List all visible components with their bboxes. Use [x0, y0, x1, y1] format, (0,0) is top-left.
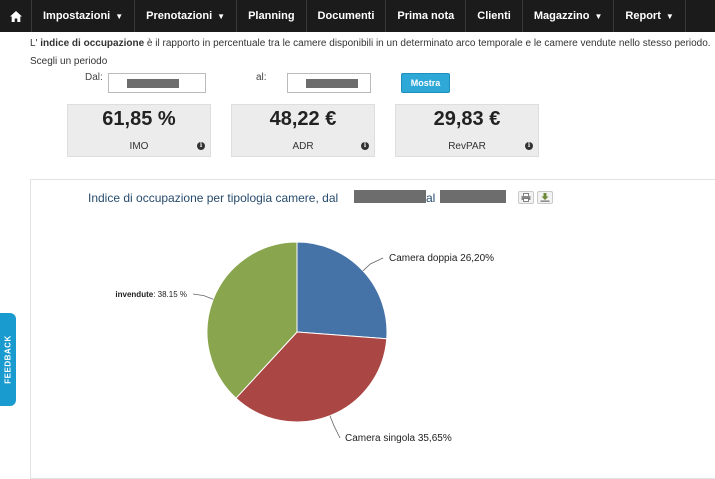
nav-item-label: Report: [625, 10, 661, 22]
print-chart-button[interactable]: [518, 191, 534, 204]
info-icon[interactable]: i: [525, 142, 533, 150]
to-label: al:: [256, 72, 267, 83]
kpi-imo: 61,85 % IMO i: [67, 104, 211, 157]
redacted-date: [127, 79, 179, 88]
print-icon: [521, 193, 531, 202]
kpi-label: RevPAR: [448, 141, 486, 152]
from-date-input[interactable]: [108, 73, 206, 93]
top-navbar: Impostazioni ▼ Prenotazioni ▼ Planning Docume…: [0, 0, 715, 32]
kpi-value: 48,22 €: [269, 108, 337, 130]
kpi-label: IMO: [129, 141, 149, 152]
info-icon[interactable]: i: [197, 142, 205, 150]
period-prompt: Scegli un periodo: [30, 56, 108, 67]
nav-item-planning[interactable]: Planning: [237, 0, 307, 32]
kpi-value: 29,83 €: [433, 108, 501, 130]
chart-panel: [30, 179, 715, 479]
feedback-tab[interactable]: FEEDBACK: [0, 313, 16, 406]
nav-item-label: Prenotazioni: [146, 10, 213, 22]
nav-item-label: Planning: [248, 10, 295, 22]
nav-item-report[interactable]: Report ▼: [614, 0, 686, 32]
nav-item-label: Impostazioni: [43, 10, 111, 22]
home-icon: [9, 10, 22, 22]
caret-down-icon: ▼: [217, 11, 226, 21]
intro-text: L' indice di occupazione è il rapporto i…: [30, 38, 711, 49]
redacted-date: [354, 190, 426, 203]
show-button[interactable]: Mostra: [401, 73, 450, 93]
kpi-label: ADR: [292, 141, 314, 152]
info-icon[interactable]: i: [361, 142, 369, 150]
chart-title: Indice di occupazione per tipologia came…: [88, 191, 339, 205]
caret-down-icon: ▼: [115, 11, 124, 21]
kpi-value: 61,85 %: [102, 108, 176, 130]
chart-title-connector: al: [426, 191, 436, 205]
download-icon: [540, 193, 550, 202]
nav-item-label: Documenti: [317, 10, 375, 22]
nav-item-label: Magazzino: [533, 10, 590, 22]
nav-item-label: Clienti: [477, 10, 511, 22]
kpi-revpar: 29,83 € RevPAR i: [395, 104, 539, 157]
nav-item-magazzino[interactable]: Magazzino ▼: [523, 0, 615, 32]
feedback-label: FEEDBACK: [3, 335, 13, 384]
caret-down-icon: ▼: [594, 11, 603, 21]
nav-item-documenti[interactable]: Documenti: [307, 0, 387, 32]
to-date-input[interactable]: [287, 73, 371, 93]
kpi-adr: 48,22 € ADR i: [231, 104, 375, 157]
export-chart-button[interactable]: [537, 191, 553, 204]
nav-item-impostazioni[interactable]: Impostazioni ▼: [32, 0, 136, 32]
home-button[interactable]: [0, 0, 32, 32]
redacted-date: [306, 79, 358, 88]
from-label: Dal:: [85, 72, 103, 83]
nav-item-clienti[interactable]: Clienti: [466, 0, 523, 32]
redacted-date: [440, 190, 506, 203]
nav-item-prima-nota[interactable]: Prima nota: [386, 0, 467, 32]
nav-item-label: Prima nota: [397, 10, 455, 22]
caret-down-icon: ▼: [665, 11, 674, 21]
nav-menu: Impostazioni ▼ Prenotazioni ▼ Planning Docume…: [32, 0, 686, 32]
nav-item-prenotazioni[interactable]: Prenotazioni ▼: [135, 0, 238, 32]
